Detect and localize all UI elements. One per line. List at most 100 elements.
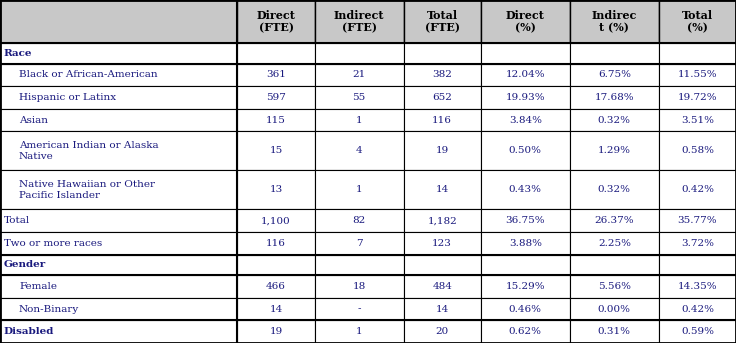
Bar (0, 298, 238, 320)
Bar (659, 109, 736, 131)
Bar (314, 109, 403, 131)
Text: 82: 82 (353, 216, 366, 225)
Bar (659, 255, 736, 275)
Bar (481, 210, 570, 232)
Bar (570, 255, 659, 275)
Text: 7: 7 (355, 239, 362, 248)
Bar (570, 320, 659, 343)
Text: 0.32%: 0.32% (598, 116, 631, 125)
Bar (403, 275, 481, 298)
Text: 0.00%: 0.00% (598, 305, 631, 314)
Bar (238, 109, 314, 131)
Text: 5.56%: 5.56% (598, 282, 631, 291)
Bar (659, 86, 736, 109)
Text: 466: 466 (266, 282, 286, 291)
Text: Indirec
t (%): Indirec t (%) (592, 10, 637, 34)
Text: 35.77%: 35.77% (678, 216, 717, 225)
Bar (238, 0, 314, 43)
Text: 14.35%: 14.35% (678, 282, 717, 291)
Bar (238, 298, 314, 320)
Text: Direct
(FTE): Direct (FTE) (257, 10, 295, 34)
Text: 2.25%: 2.25% (598, 239, 631, 248)
Bar (314, 255, 403, 275)
Bar (0, 43, 238, 64)
Bar (238, 320, 314, 343)
Bar (314, 43, 403, 64)
Bar (481, 0, 570, 43)
Text: 484: 484 (432, 282, 452, 291)
Bar (0, 0, 238, 43)
Bar (314, 170, 403, 210)
Bar (0, 275, 238, 298)
Text: 19.72%: 19.72% (678, 93, 717, 102)
Text: 116: 116 (266, 239, 286, 248)
Bar (314, 320, 403, 343)
Text: 0.42%: 0.42% (681, 305, 714, 314)
Text: 3.51%: 3.51% (681, 116, 714, 125)
Bar (570, 275, 659, 298)
Text: 14: 14 (436, 305, 449, 314)
Bar (403, 109, 481, 131)
Bar (481, 109, 570, 131)
Bar (403, 0, 481, 43)
Text: 15.29%: 15.29% (506, 282, 545, 291)
Bar (0, 64, 238, 86)
Bar (0, 210, 238, 232)
Text: 361: 361 (266, 70, 286, 80)
Bar (238, 170, 314, 210)
Text: 1,100: 1,100 (261, 216, 291, 225)
Bar (314, 0, 403, 43)
Bar (314, 86, 403, 109)
Text: 20: 20 (436, 327, 449, 336)
Text: 17.68%: 17.68% (595, 93, 634, 102)
Text: 4: 4 (355, 146, 362, 155)
Text: 11.55%: 11.55% (678, 70, 717, 80)
Bar (403, 86, 481, 109)
Bar (403, 131, 481, 170)
Bar (314, 210, 403, 232)
Bar (314, 64, 403, 86)
Text: -: - (358, 305, 361, 314)
Bar (403, 210, 481, 232)
Text: 3.72%: 3.72% (681, 239, 714, 248)
Text: Race: Race (4, 49, 32, 58)
Bar (481, 232, 570, 255)
Text: 116: 116 (432, 116, 452, 125)
Text: 382: 382 (432, 70, 452, 80)
Bar (570, 170, 659, 210)
Text: 6.75%: 6.75% (598, 70, 631, 80)
Bar (570, 232, 659, 255)
Bar (570, 0, 659, 43)
Bar (403, 298, 481, 320)
Text: 0.50%: 0.50% (509, 146, 542, 155)
Text: Black or African-American: Black or African-American (19, 70, 158, 80)
Bar (403, 320, 481, 343)
Bar (403, 232, 481, 255)
Text: 1: 1 (355, 186, 362, 194)
Bar (659, 232, 736, 255)
Text: Disabled: Disabled (4, 327, 54, 336)
Bar (481, 170, 570, 210)
Text: 15: 15 (269, 146, 283, 155)
Text: 12.04%: 12.04% (506, 70, 545, 80)
Bar (314, 232, 403, 255)
Text: Non-Binary: Non-Binary (19, 305, 79, 314)
Text: 1.29%: 1.29% (598, 146, 631, 155)
Text: Indirect
(FTE): Indirect (FTE) (334, 10, 384, 34)
Text: 14: 14 (269, 305, 283, 314)
Text: Female: Female (19, 282, 57, 291)
Bar (238, 210, 314, 232)
Text: 0.46%: 0.46% (509, 305, 542, 314)
Bar (481, 255, 570, 275)
Bar (570, 210, 659, 232)
Text: Total
(%): Total (%) (682, 10, 713, 34)
Text: 3.88%: 3.88% (509, 239, 542, 248)
Bar (481, 298, 570, 320)
Text: Total
(FTE): Total (FTE) (425, 10, 460, 34)
Bar (659, 320, 736, 343)
Bar (238, 275, 314, 298)
Text: 1: 1 (355, 116, 362, 125)
Bar (0, 170, 238, 210)
Bar (238, 131, 314, 170)
Bar (570, 86, 659, 109)
